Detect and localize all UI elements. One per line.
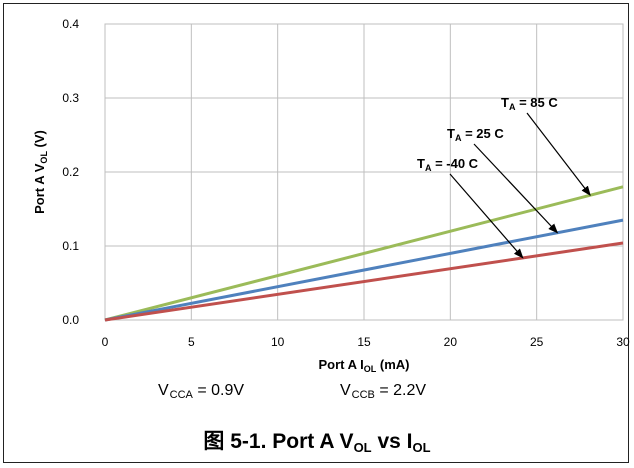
x-tick-label: 10 (271, 335, 285, 349)
vccb-sub: CCB (351, 389, 375, 401)
x-tick-label: 30 (616, 335, 630, 349)
y-tick-label: 0.2 (62, 165, 79, 179)
vcca-sub: CCA (169, 389, 193, 401)
series-arrow (526, 112, 591, 197)
x-tick-label: 0 (102, 335, 109, 349)
vcca-main: V (158, 382, 169, 399)
y-tick-label: 0.1 (62, 239, 79, 253)
vccb-main: V (340, 382, 351, 399)
vccb-value: = 2.2V (374, 382, 427, 399)
series-arrow (473, 143, 559, 234)
y-tick-label: 0.0 (62, 313, 79, 327)
series-arrow (449, 173, 524, 259)
x-axis-label: Port A IOL (mA) (319, 357, 410, 374)
series-label: TA = 85 C (501, 95, 558, 112)
vcca-condition: VCCA = 0.9V (158, 382, 244, 401)
caption-prefix: 图 5-1. Port A V (203, 430, 354, 453)
caption-middle: vs I (371, 430, 413, 453)
chart: 0 5 10 15 20 25 30 0.0 0.1 0.2 0.3 0.4 Port A IOL (m… (32, 17, 630, 374)
caption-sub-2: OL (412, 440, 431, 455)
x-tick-label: 25 (530, 335, 544, 349)
x-tick-label: 20 (444, 335, 458, 349)
caption-sub-1: OL (353, 440, 372, 455)
x-tick-label: 15 (357, 335, 371, 349)
figure-caption: 图 5-1. Port A VOL vs IOL (0, 425, 634, 455)
y-axis-label: Port A VOL (V) (32, 130, 49, 214)
series-line (104, 218, 624, 322)
vcca-value: = 0.9V (192, 382, 245, 399)
series-label: TA = -40 C (417, 156, 479, 173)
series-line (104, 241, 624, 322)
vccb-condition: VCCB = 2.2V (340, 382, 426, 401)
x-tick-label: 5 (188, 335, 195, 349)
y-tick-label: 0.4 (62, 17, 79, 31)
figure-frame (3, 3, 629, 463)
series-line (104, 185, 624, 322)
y-tick-label: 0.3 (62, 91, 79, 105)
series-label: TA = 25 C (447, 126, 504, 143)
